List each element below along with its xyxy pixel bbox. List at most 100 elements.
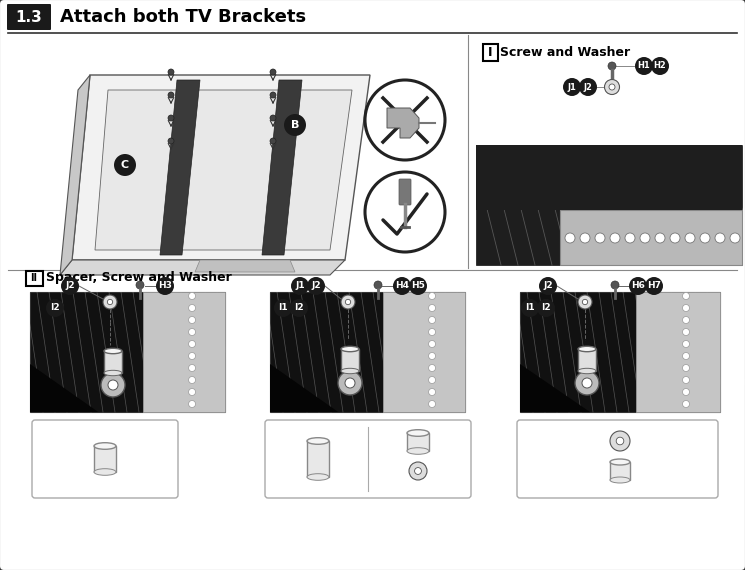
Circle shape	[428, 328, 436, 336]
Circle shape	[428, 364, 436, 372]
FancyBboxPatch shape	[341, 349, 359, 371]
Circle shape	[582, 378, 592, 388]
Polygon shape	[383, 292, 465, 412]
FancyBboxPatch shape	[407, 433, 429, 451]
Text: H6: H6	[631, 282, 645, 291]
Circle shape	[428, 340, 436, 348]
Circle shape	[635, 57, 653, 75]
Text: I1: I1	[525, 303, 535, 312]
Text: J1: J1	[295, 282, 305, 291]
Circle shape	[108, 380, 118, 390]
Circle shape	[188, 389, 195, 396]
Text: H7: H7	[647, 282, 661, 291]
Circle shape	[270, 115, 276, 121]
Polygon shape	[387, 108, 419, 138]
Circle shape	[188, 340, 195, 348]
Circle shape	[629, 277, 647, 295]
Circle shape	[655, 233, 665, 243]
Text: Attach both TV Brackets: Attach both TV Brackets	[60, 8, 306, 26]
Circle shape	[270, 92, 276, 98]
Circle shape	[168, 92, 174, 98]
Circle shape	[682, 401, 690, 408]
Circle shape	[136, 281, 144, 289]
FancyBboxPatch shape	[265, 420, 471, 498]
Circle shape	[682, 304, 690, 311]
Polygon shape	[72, 75, 370, 260]
Polygon shape	[476, 145, 742, 265]
Text: J2: J2	[311, 282, 321, 291]
Circle shape	[409, 277, 427, 295]
Circle shape	[188, 328, 195, 336]
Circle shape	[682, 340, 690, 348]
Text: H2: H2	[653, 62, 666, 71]
Circle shape	[700, 233, 710, 243]
Circle shape	[46, 299, 64, 317]
Circle shape	[565, 233, 575, 243]
Polygon shape	[476, 145, 742, 210]
Circle shape	[365, 80, 445, 160]
Circle shape	[307, 277, 325, 295]
Polygon shape	[30, 292, 225, 412]
Circle shape	[595, 233, 605, 243]
Circle shape	[610, 233, 620, 243]
Circle shape	[608, 62, 616, 70]
Ellipse shape	[578, 347, 596, 352]
FancyBboxPatch shape	[517, 420, 718, 498]
Circle shape	[730, 233, 740, 243]
Circle shape	[114, 154, 136, 176]
Circle shape	[604, 79, 620, 95]
Polygon shape	[560, 210, 742, 265]
Ellipse shape	[307, 438, 329, 444]
Circle shape	[168, 138, 174, 144]
Circle shape	[428, 401, 436, 408]
FancyBboxPatch shape	[483, 43, 498, 60]
Circle shape	[270, 138, 276, 144]
Text: I1: I1	[278, 303, 288, 312]
Circle shape	[685, 233, 695, 243]
Circle shape	[682, 292, 690, 299]
Text: II: II	[31, 273, 37, 283]
Circle shape	[611, 281, 619, 289]
Text: I2: I2	[541, 303, 551, 312]
Circle shape	[575, 371, 599, 395]
Circle shape	[580, 233, 590, 243]
Ellipse shape	[104, 348, 122, 354]
Polygon shape	[30, 364, 98, 412]
FancyBboxPatch shape	[307, 441, 329, 477]
Circle shape	[409, 462, 427, 480]
Polygon shape	[195, 260, 295, 272]
Text: I2: I2	[50, 303, 60, 312]
Circle shape	[539, 277, 557, 295]
Circle shape	[346, 299, 351, 304]
Text: Spacer, Screw and Washer: Spacer, Screw and Washer	[46, 271, 232, 284]
Circle shape	[345, 378, 355, 388]
Circle shape	[156, 277, 174, 295]
Circle shape	[578, 295, 592, 309]
Circle shape	[188, 304, 195, 311]
Ellipse shape	[307, 474, 329, 481]
Ellipse shape	[341, 347, 359, 352]
Circle shape	[537, 299, 555, 317]
Circle shape	[651, 57, 669, 75]
Circle shape	[715, 233, 725, 243]
FancyBboxPatch shape	[25, 271, 42, 286]
Circle shape	[428, 304, 436, 311]
Circle shape	[188, 377, 195, 384]
Circle shape	[579, 78, 597, 96]
Text: C: C	[121, 160, 129, 170]
Ellipse shape	[610, 459, 630, 465]
Ellipse shape	[610, 477, 630, 483]
Polygon shape	[270, 292, 465, 412]
Text: B: B	[291, 120, 299, 130]
Circle shape	[103, 295, 117, 309]
Polygon shape	[520, 292, 720, 412]
Text: H3: H3	[158, 282, 172, 291]
Text: H5: H5	[411, 282, 425, 291]
Circle shape	[101, 373, 125, 397]
Polygon shape	[143, 292, 225, 412]
Ellipse shape	[341, 368, 359, 374]
Text: J2: J2	[66, 282, 75, 291]
Ellipse shape	[94, 469, 116, 475]
Polygon shape	[262, 80, 302, 255]
Circle shape	[188, 364, 195, 372]
